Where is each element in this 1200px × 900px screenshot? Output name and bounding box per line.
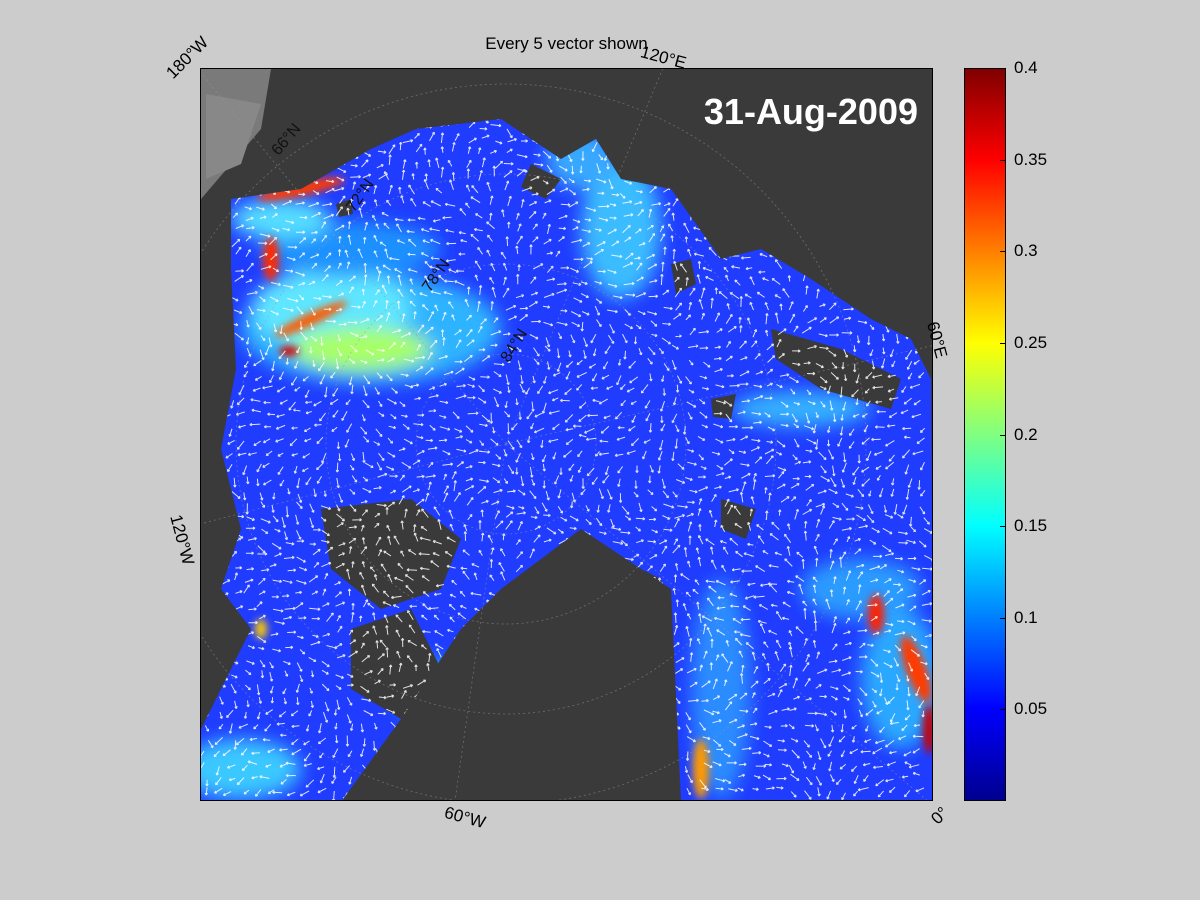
sea-ice-velocity-map: 31-Aug-2009 66°N 72°N 78°N 84°N [200, 68, 933, 801]
greenland [471, 539, 681, 800]
colorbar-tick-label: 0.05 [999, 699, 1047, 719]
lon-label-60w: 60°W [442, 802, 488, 833]
taymyr [671, 259, 696, 294]
ocean-area [201, 119, 932, 800]
colorbar [964, 68, 1006, 801]
map-canvas [201, 69, 932, 800]
lon-label-120w: 120°W [166, 512, 198, 568]
colorbar-tick-label: 0.2 [1000, 425, 1038, 445]
colorbar-tick-label: 0.4 [1000, 58, 1038, 78]
colorbar-tick-label: 0.1 [1000, 608, 1038, 628]
baffin-island [351, 609, 441, 719]
colorbar-tick-label: 0.3 [1000, 241, 1038, 261]
colorbar-tick-label: 0.25 [999, 333, 1047, 353]
plot-title: Every 5 vector shown [485, 34, 648, 53]
colorbar-tick-label: 0.15 [999, 516, 1047, 536]
svalbard [711, 394, 736, 419]
colorbar-tick-label: 0.35 [999, 150, 1047, 170]
lon-label-0: 0° [927, 803, 953, 829]
date-label: 31-Aug-2009 [703, 91, 918, 132]
coastal-shelf [206, 94, 261, 179]
siberian-island [521, 164, 561, 199]
